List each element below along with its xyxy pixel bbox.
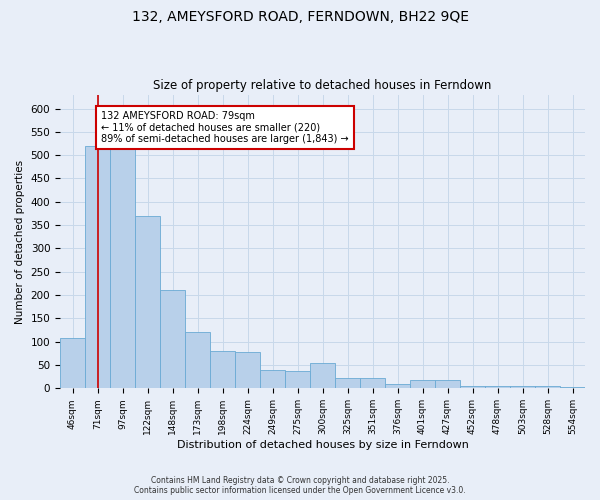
Bar xyxy=(335,378,360,388)
Bar xyxy=(385,384,410,388)
Bar xyxy=(85,146,110,388)
Text: 132 AMEYSFORD ROAD: 79sqm
← 11% of detached houses are smaller (220)
89% of semi: 132 AMEYSFORD ROAD: 79sqm ← 11% of detac… xyxy=(101,111,349,144)
Bar xyxy=(485,386,510,388)
Bar xyxy=(235,352,260,389)
Text: Contains HM Land Registry data © Crown copyright and database right 2025.
Contai: Contains HM Land Registry data © Crown c… xyxy=(134,476,466,495)
Bar xyxy=(410,380,435,388)
Bar xyxy=(360,378,385,388)
Y-axis label: Number of detached properties: Number of detached properties xyxy=(15,160,25,324)
Bar xyxy=(60,338,85,388)
Bar xyxy=(210,351,235,389)
X-axis label: Distribution of detached houses by size in Ferndown: Distribution of detached houses by size … xyxy=(176,440,469,450)
Bar xyxy=(510,386,535,388)
Bar xyxy=(285,370,310,388)
Bar xyxy=(135,216,160,388)
Bar xyxy=(185,332,210,388)
Bar xyxy=(310,362,335,388)
Title: Size of property relative to detached houses in Ferndown: Size of property relative to detached ho… xyxy=(154,79,492,92)
Text: 132, AMEYSFORD ROAD, FERNDOWN, BH22 9QE: 132, AMEYSFORD ROAD, FERNDOWN, BH22 9QE xyxy=(131,10,469,24)
Bar xyxy=(435,380,460,388)
Bar xyxy=(535,386,560,388)
Bar xyxy=(110,146,135,388)
Bar xyxy=(160,290,185,388)
Bar xyxy=(460,386,485,388)
Bar xyxy=(260,370,285,388)
